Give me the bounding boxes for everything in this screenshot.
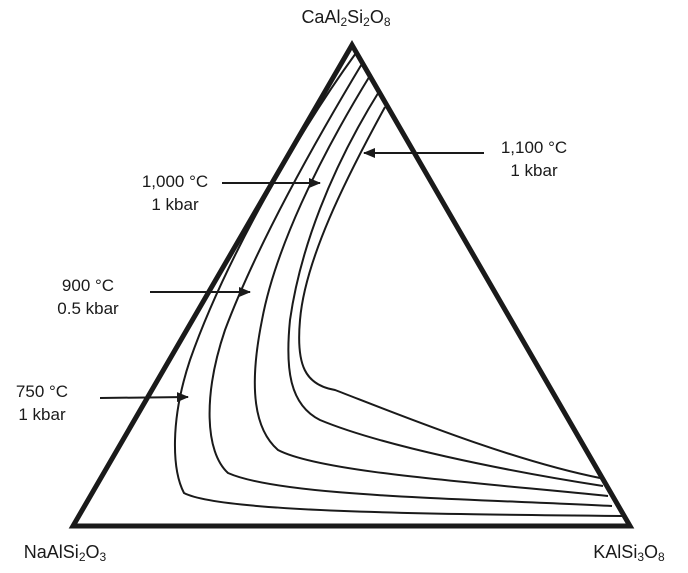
formula-subscript: 3 xyxy=(99,550,107,564)
isotherm-temperature: 1,100 °C xyxy=(500,138,568,157)
arrow-750 xyxy=(99,392,189,403)
formula-subscript: 2 xyxy=(78,550,86,564)
isotherm-pressure: 0.5 kbar xyxy=(57,299,119,318)
isotherm-temperature: 750 °C xyxy=(15,382,69,401)
isotherm-curve-1000 xyxy=(253,73,609,497)
formula-subscript: 3 xyxy=(637,550,644,564)
isotherm-temperature: 1,000 °C xyxy=(141,172,209,191)
isotherm-temperature: 900 °C xyxy=(61,276,115,295)
formula-subscript: 2 xyxy=(363,15,370,29)
isotherm-label-1100: 1,100 °C 1 kbar xyxy=(484,138,584,180)
isotherm-label-750: 750 °C 1 kbar xyxy=(2,382,82,424)
isotherm-curve-1100-b xyxy=(298,106,601,479)
formula-text: CaAl xyxy=(301,7,341,27)
formula-text: O xyxy=(644,542,659,562)
formula-text: NaAlSi xyxy=(23,542,79,562)
isotherm-label-900: 900 °C 0.5 kbar xyxy=(38,276,138,318)
isotherm-curve-900 xyxy=(208,61,613,507)
formula-subscript: 8 xyxy=(658,550,665,564)
triangle-outline xyxy=(68,40,635,529)
isotherm-pressure: 1 kbar xyxy=(151,195,199,214)
vertex-label-top: CaAl2Si2O8 xyxy=(286,7,406,29)
formula-subscript: 8 xyxy=(383,15,391,29)
isotherm-curve-1100-a xyxy=(287,89,604,487)
isotherm-curve-750 xyxy=(174,52,623,517)
isotherm-pressure: 1 kbar xyxy=(18,405,66,424)
vertex-label-bottom-right: KAlSi3O8 xyxy=(574,542,684,564)
formula-text: KAlSi xyxy=(593,542,638,562)
isotherm-pressure: 1 kbar xyxy=(510,161,558,180)
vertex-label-bottom-left: NaAlSi2O3 xyxy=(0,542,130,564)
formula-subscript: 2 xyxy=(340,15,348,29)
isotherm-label-1000: 1,000 °C 1 kbar xyxy=(125,172,225,214)
formula-text: O xyxy=(85,542,100,562)
formula-text: Si xyxy=(347,7,364,27)
formula-text: O xyxy=(369,7,384,27)
